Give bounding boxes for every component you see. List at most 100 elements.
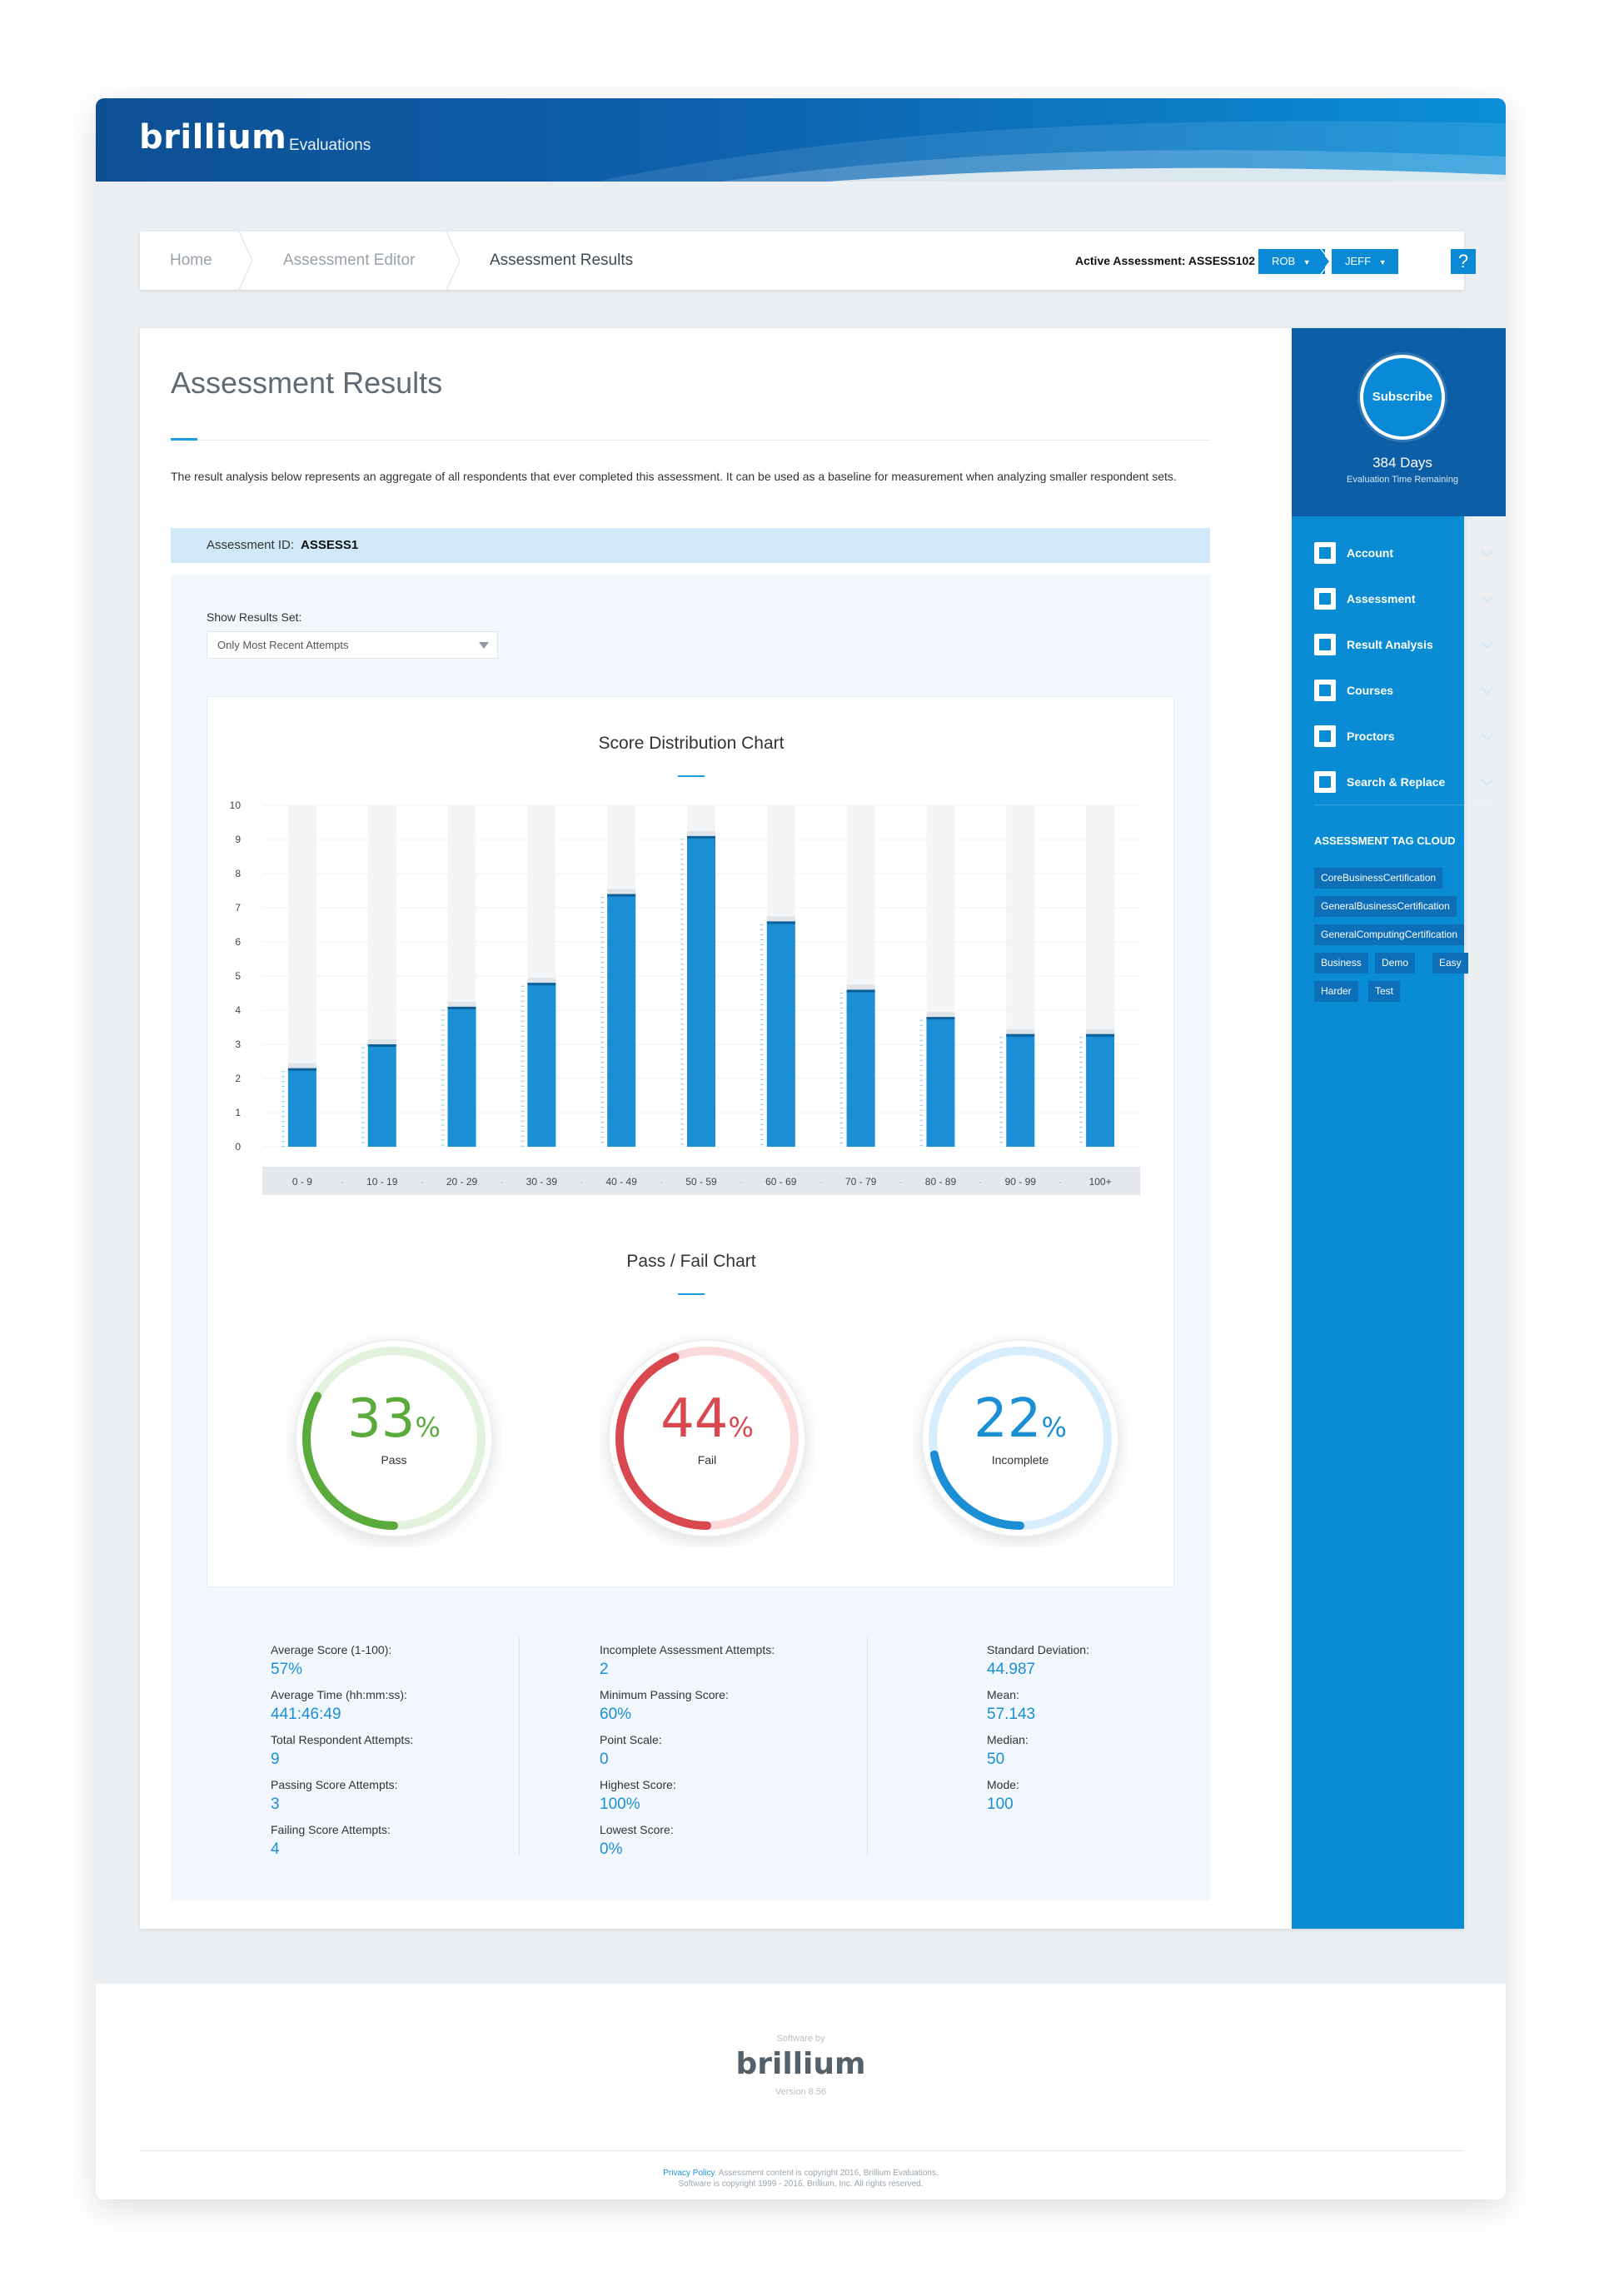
stats-column-3: Standard Deviation: 44.987 Mean: 57.143 Medi… (987, 1641, 1089, 1820)
tag-chip[interactable]: CoreBusinessCertification (1314, 868, 1443, 889)
gauge-arc (302, 1347, 486, 1530)
x-separator-dot: · (421, 1176, 424, 1188)
breadcrumb-assessment-results: Assessment Results (490, 252, 634, 269)
x-separator-dot: · (660, 1176, 663, 1188)
bar-cap (846, 984, 875, 990)
sidebar-item-courses[interactable]: Courses (1292, 668, 1506, 714)
assessment-id-value: ASSESS1 (301, 538, 359, 552)
stat-value: 3 (271, 1795, 280, 1813)
chevron-down-icon (1481, 774, 1494, 787)
user-rob-label: ROB (1272, 255, 1296, 267)
charts-card: Score Distribution Chart 0 1 2 3 4 5 6 7 8 9 10 0 -… (207, 696, 1174, 1587)
gauge-ring (921, 1339, 1119, 1537)
tag-cloud-title: ASSESSMENT TAG CLOUD (1314, 834, 1456, 847)
bar-top-edge (926, 1017, 955, 1020)
days-remaining: 384 Days (1372, 455, 1432, 471)
breadcrumb-separator-icon (238, 232, 253, 290)
gauge-label: Fail (697, 1453, 717, 1467)
stat-label: Median: (987, 1733, 1029, 1746)
bar-top-edge (687, 835, 715, 839)
results-panel: Show Results Set: Only Most Recent Attem… (171, 575, 1210, 1900)
gauge-value: 22% (912, 1388, 1128, 1450)
sidebar-item-account[interactable]: Account (1292, 530, 1506, 576)
version-label: Version 8.56 (775, 2087, 827, 2097)
tag-chip[interactable]: GeneralComputingCertification (1314, 924, 1465, 945)
sidebar-item-label: Courses (1347, 684, 1394, 697)
tag-chip[interactable]: Harder (1314, 981, 1358, 1002)
gauge-number: 22 (974, 1388, 1042, 1450)
tag-chip[interactable]: Test (1368, 981, 1401, 1002)
user-icon (1314, 542, 1336, 564)
chevron-down-icon (1481, 590, 1494, 604)
x-separator-dot: · (740, 1176, 743, 1188)
stat-value: 2 (600, 1661, 609, 1678)
footer-logo[interactable]: brillium (735, 2047, 866, 2081)
stat-label: Average Time (hh:mm:ss): (271, 1688, 407, 1701)
bar-top-edge (527, 983, 556, 986)
breadcrumb-home[interactable]: Home (170, 252, 212, 269)
x-separator-dot: · (341, 1176, 344, 1188)
copyright-line-2: Software is copyright 1999 - 2016, Brill… (678, 2179, 924, 2189)
results-set-select[interactable]: Only Most Recent Attempts (207, 631, 498, 659)
stats-column-1: Average Score (1-100): 57% Average Time (h… (271, 1641, 413, 1865)
software-by-label: Software by (776, 2034, 825, 2044)
sidebar-item-label: Result Analysis (1347, 638, 1433, 651)
score-chart-title: Score Distribution Chart (598, 734, 785, 753)
stat-label: Standard Deviation: (987, 1643, 1089, 1656)
stat-value: 9 (271, 1751, 280, 1768)
subscribe-button[interactable]: Subscribe (1360, 355, 1445, 440)
gauge-arc (929, 1347, 1112, 1530)
sidebar-item-assessment[interactable]: Assessment (1292, 576, 1506, 622)
x-tick-label: 60 - 69 (765, 1176, 797, 1188)
stat-value: 57% (271, 1661, 303, 1678)
sidebar-item-search-replace[interactable]: Search & Replace (1292, 760, 1506, 805)
tag-chip[interactable]: Easy (1432, 953, 1468, 974)
y-tick-label: 4 (235, 1004, 241, 1016)
y-tick-label: 2 (235, 1073, 241, 1084)
sidebar-item-result-analysis[interactable]: Result Analysis (1292, 622, 1506, 668)
breadcrumb-assessment-editor[interactable]: Assessment Editor (283, 252, 416, 269)
user-rob-dropdown[interactable]: ROB ▼ (1258, 249, 1325, 274)
sidebar-item-proctors[interactable]: Proctors (1292, 714, 1506, 760)
title-divider (171, 440, 1210, 441)
bar (1086, 1033, 1115, 1147)
x-separator-dot: · (899, 1176, 903, 1188)
clipboard-icon (1314, 634, 1336, 655)
user-jeff-label: JEFF (1345, 255, 1372, 267)
gauge-disc (608, 1339, 806, 1537)
user-jeff-dropdown[interactable]: JEFF ▼ (1332, 249, 1398, 274)
chevron-down-icon: ▼ (1378, 258, 1387, 266)
gauge-label: Pass (381, 1453, 407, 1467)
gauge-percent-sign: % (728, 1412, 754, 1443)
assessment-id-bar: Assessment ID: ASSESS1 (171, 528, 1210, 563)
stat-label: Passing Score Attempts: (271, 1778, 398, 1791)
sidebar-item-label: Search & Replace (1347, 775, 1446, 789)
main-content: Assessment Results The result analysis b… (140, 328, 1506, 1929)
y-tick-label: 10 (230, 799, 242, 811)
privacy-policy-link[interactable]: Privacy Policy (663, 2169, 715, 2178)
gauge-number: 33 (347, 1388, 416, 1450)
help-button[interactable]: ? (1451, 249, 1476, 274)
stat-value: 441:46:49 (271, 1706, 341, 1723)
gauge-pass: 33% Pass (286, 1330, 502, 1546)
chevron-down-icon (1481, 682, 1494, 695)
stat-value: 0% (600, 1840, 623, 1858)
bar-top-edge (607, 894, 636, 897)
stat-label: Failing Score Attempts: (271, 1823, 391, 1836)
breadcrumb-arrow-icon (1319, 249, 1331, 274)
gauge-ring (608, 1339, 806, 1537)
brillium-logo[interactable]: brillium (139, 118, 287, 157)
tag-chip[interactable]: Business (1314, 953, 1368, 974)
stat-label: Lowest Score: (600, 1823, 674, 1836)
bar-cap (1006, 1028, 1035, 1034)
x-axis-band (262, 1167, 1140, 1195)
tag-chip[interactable]: GeneralBusinessCertification (1314, 896, 1457, 917)
gauge-value: 44% (599, 1388, 815, 1450)
stats-divider (519, 1637, 520, 1855)
y-tick-label: 3 (235, 1038, 241, 1050)
passfail-chart-title: Pass / Fail Chart (626, 1252, 756, 1271)
bar (447, 1006, 476, 1147)
tag-chip[interactable]: Demo (1375, 953, 1416, 974)
sidebar-divider (1314, 804, 1491, 805)
monitor-icon (1314, 680, 1336, 701)
